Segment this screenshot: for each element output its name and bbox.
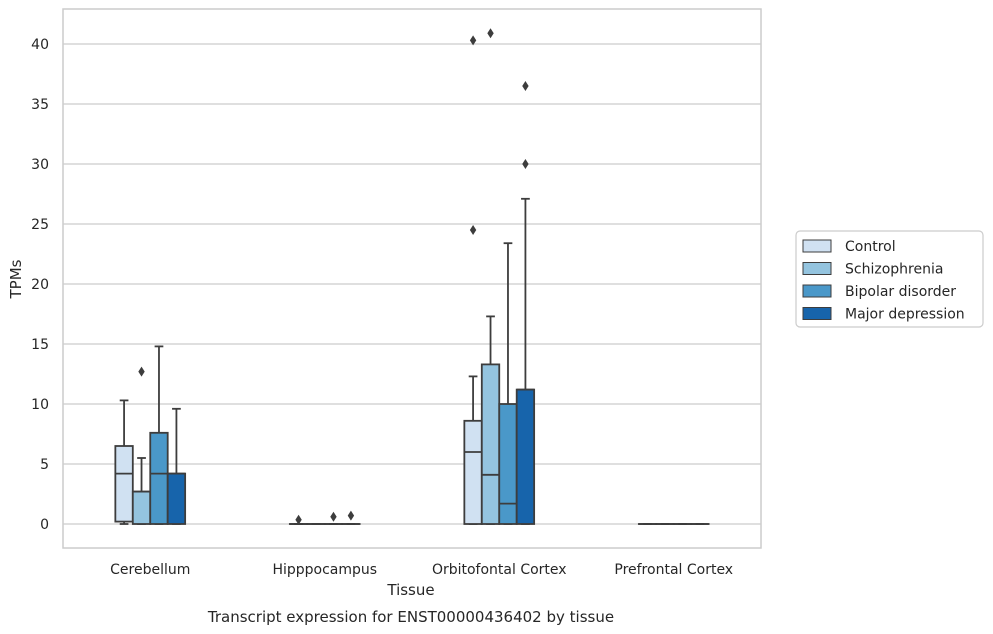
legend-frame xyxy=(795,230,984,328)
chart-caption: Transcript expression for ENST0000043640… xyxy=(207,608,614,626)
box-series xyxy=(114,28,710,525)
box-group xyxy=(166,407,187,525)
box xyxy=(114,445,134,523)
x-tick-label: Orbitofontal Cortex xyxy=(432,562,567,578)
y-tick-label: 30 xyxy=(31,157,49,173)
legend-entry: Bipolar disorder xyxy=(845,284,956,300)
legend-entry: Schizophrenia xyxy=(845,262,943,278)
x-tick-label: Prefrontal Cortex xyxy=(614,562,733,578)
legend-swatch xyxy=(802,307,832,320)
legend-entry: Major depression xyxy=(845,307,965,323)
outlier-point xyxy=(469,225,477,235)
y-tick-label: 40 xyxy=(31,37,49,53)
outlier-point xyxy=(347,510,355,521)
y-axis-ticks: 0 5 10 15 20 25 30 35 40 xyxy=(31,37,49,533)
outlier-point xyxy=(487,28,494,39)
y-tick-label: 20 xyxy=(31,277,49,293)
box xyxy=(166,472,187,525)
box xyxy=(131,490,152,525)
y-tick-label: 10 xyxy=(31,397,49,413)
y-tick-label: 25 xyxy=(31,217,49,233)
box-group xyxy=(480,28,501,525)
box-group xyxy=(341,510,361,525)
outlier-point xyxy=(522,81,529,91)
box-group xyxy=(288,514,309,525)
y-tick-label: 15 xyxy=(31,337,49,353)
box xyxy=(149,431,169,525)
box-group xyxy=(131,366,152,525)
outlier-point xyxy=(522,159,529,169)
box xyxy=(480,363,501,525)
legend: Control Schizophrenia Bipolar disorder Majo… xyxy=(795,230,984,328)
box-group xyxy=(323,511,344,525)
x-tick-label: Hipppocampus xyxy=(272,562,377,578)
box-group xyxy=(149,345,169,525)
legend-swatch xyxy=(802,284,832,298)
box xyxy=(498,403,518,525)
plot-frame xyxy=(62,8,762,549)
y-tick-label: 0 xyxy=(40,517,49,533)
y-tick-label: 35 xyxy=(31,97,49,113)
legend-swatch xyxy=(802,262,832,275)
box-group xyxy=(463,35,483,525)
box-group xyxy=(114,399,134,525)
x-axis-ticks: Cerebellum Hipppocampus Orbitofontal Corte… xyxy=(110,562,733,578)
box-group xyxy=(498,242,518,525)
legend-entry: Control xyxy=(845,239,896,255)
outlier-point xyxy=(138,366,145,377)
legend-swatch xyxy=(802,239,832,253)
outlier-point xyxy=(330,511,337,522)
box xyxy=(463,419,483,525)
x-axis-label: Tissue xyxy=(386,581,434,599)
x-tick-label: Cerebellum xyxy=(110,562,190,578)
y-axis-label: TPMs xyxy=(7,259,25,299)
box-group xyxy=(515,81,536,525)
outlier-point xyxy=(295,514,302,525)
box xyxy=(515,388,536,525)
gridlines xyxy=(63,43,761,525)
y-tick-label: 5 xyxy=(40,457,49,473)
outlier-point xyxy=(469,35,477,46)
